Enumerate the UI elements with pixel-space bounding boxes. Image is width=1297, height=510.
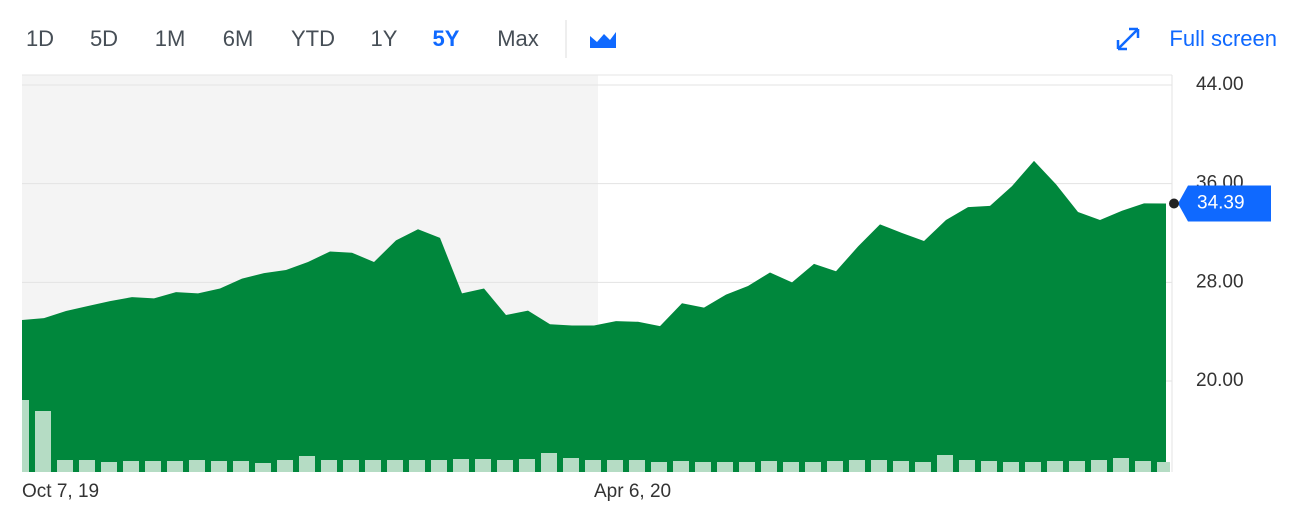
volume-bar	[1157, 462, 1170, 472]
volume-bar	[1047, 461, 1063, 472]
volume-bar	[497, 460, 513, 472]
volume-bar	[805, 462, 821, 472]
volume-bar	[101, 462, 117, 472]
range-button[interactable]: 6M	[223, 26, 254, 51]
volume-bar	[79, 460, 95, 472]
volume-bar	[1025, 462, 1041, 472]
volume-bar	[585, 460, 601, 472]
volume-bar	[277, 460, 293, 472]
full-screen-icon[interactable]	[1116, 27, 1140, 51]
range-button[interactable]: 5Y	[433, 26, 460, 51]
x-tick-label: Apr 6, 20	[594, 481, 671, 502]
volume-bar	[145, 461, 161, 472]
volume-bar	[1113, 458, 1129, 472]
volume-bar	[453, 459, 469, 472]
range-button[interactable]: 5D	[90, 26, 118, 51]
volume-bar	[981, 461, 997, 472]
volume-bar	[871, 460, 887, 472]
volume-bar	[475, 459, 491, 472]
volume-bar	[35, 411, 51, 472]
volume-bar	[915, 462, 931, 472]
volume-bar	[299, 456, 315, 472]
price-tag-label: 34.39	[1197, 193, 1245, 214]
volume-bar	[893, 461, 909, 472]
volume-bar	[189, 460, 205, 472]
volume-bar	[409, 460, 425, 472]
range-button[interactable]: 1M	[155, 26, 186, 51]
price-tag	[1178, 185, 1271, 222]
chart-type-icon[interactable]	[590, 32, 616, 48]
volume-bar	[343, 460, 359, 472]
volume-bar	[57, 460, 73, 472]
volume-bar	[651, 462, 667, 472]
full-screen-button[interactable]: Full screen	[1169, 26, 1277, 51]
volume-bar	[123, 461, 139, 472]
y-tick-label: 44.00	[1196, 74, 1244, 95]
volume-bar	[387, 460, 403, 472]
volume-bar	[365, 460, 381, 472]
volume-bar	[673, 461, 689, 472]
last-point	[1169, 198, 1179, 209]
volume-bar	[849, 460, 865, 472]
range-button[interactable]: 1D	[26, 26, 54, 51]
volume-bar	[1069, 461, 1085, 472]
volume-bar	[827, 461, 843, 472]
volume-bar	[321, 460, 337, 472]
range-button[interactable]: 1Y	[371, 26, 398, 51]
volume-bar	[1135, 461, 1151, 472]
volume-bar	[761, 461, 777, 472]
volume-bar	[563, 458, 579, 472]
volume-bar	[1003, 462, 1019, 472]
volume-bar	[22, 400, 29, 472]
volume-bar	[607, 460, 623, 472]
volume-bar	[783, 462, 799, 472]
volume-bar	[717, 462, 733, 472]
range-button[interactable]: Max	[497, 26, 539, 51]
volume-bar	[255, 463, 271, 472]
y-tick-label: 20.00	[1196, 370, 1244, 391]
volume-bar	[541, 453, 557, 472]
volume-bar	[937, 455, 953, 472]
volume-bar	[739, 462, 755, 472]
volume-bar	[959, 460, 975, 472]
volume-bar	[1091, 460, 1107, 472]
volume-bar	[519, 459, 535, 472]
volume-bar	[431, 460, 447, 472]
x-tick-label: Oct 7, 19	[22, 481, 99, 502]
volume-bar	[167, 461, 183, 472]
volume-bar	[695, 462, 711, 472]
range-button[interactable]: YTD	[291, 26, 335, 51]
y-tick-label: 28.00	[1196, 271, 1244, 292]
volume-bar	[233, 461, 249, 472]
volume-bar	[211, 461, 227, 472]
area	[22, 160, 1166, 473]
volume-bar	[629, 460, 645, 472]
